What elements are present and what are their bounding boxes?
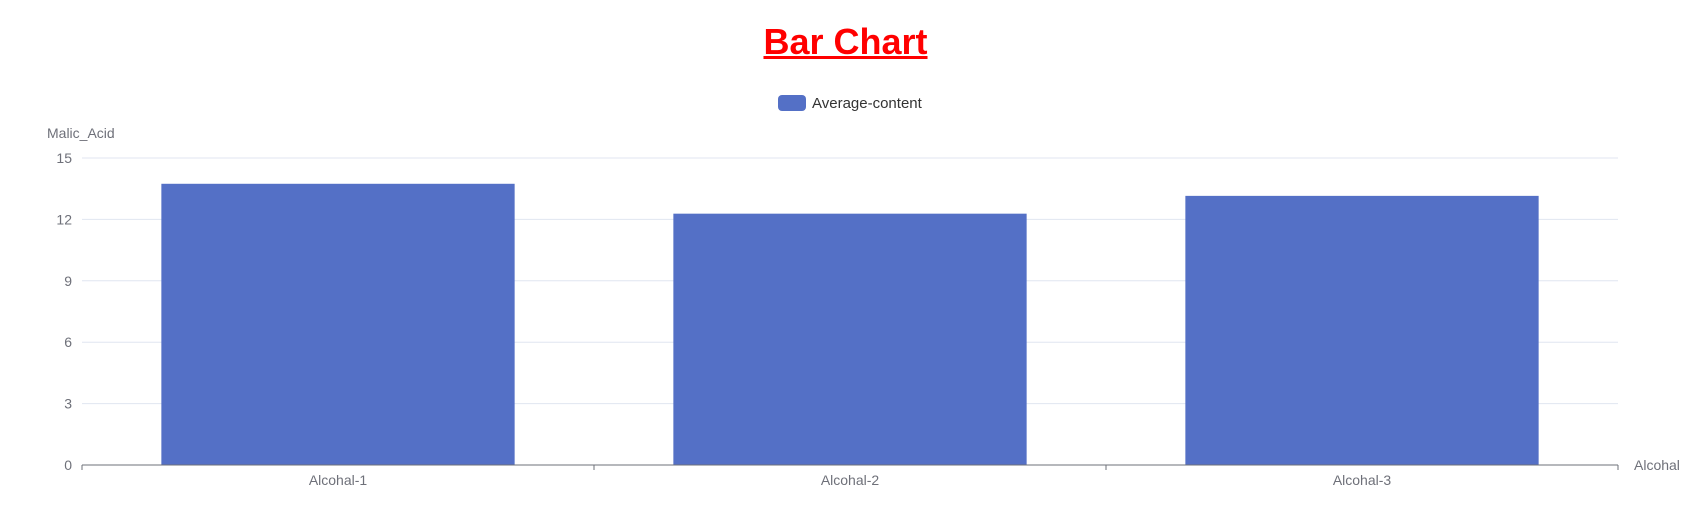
legend-swatch[interactable] xyxy=(778,95,806,111)
bar[interactable] xyxy=(161,183,515,465)
bar-series xyxy=(161,183,1539,465)
y-tick-label: 0 xyxy=(64,457,72,473)
x-axis-title: Alcohal xyxy=(1634,457,1680,473)
y-tick-label: 3 xyxy=(64,396,72,412)
chart-title: Bar Chart xyxy=(763,21,928,62)
bar[interactable] xyxy=(673,213,1027,465)
bar[interactable] xyxy=(1185,195,1539,465)
y-axis-ticks: 0 3 6 9 12 15 xyxy=(56,150,72,473)
y-tick-label: 15 xyxy=(56,150,72,166)
x-tick-label: Alcohal-1 xyxy=(309,472,368,488)
y-axis-title: Malic_Acid xyxy=(47,125,115,141)
y-tick-label: 6 xyxy=(64,334,72,350)
y-tick-label: 9 xyxy=(64,273,72,289)
y-tick-label: 12 xyxy=(56,211,72,227)
x-axis-ticks: Alcohal-1 Alcohal-2 Alcohal-3 xyxy=(81,465,1619,488)
legend-label[interactable]: Average-content xyxy=(812,95,923,112)
x-tick-label: Alcohal-2 xyxy=(821,472,880,488)
legend[interactable]: Average-content xyxy=(778,95,923,112)
x-tick-label: Alcohal-3 xyxy=(1333,472,1392,488)
